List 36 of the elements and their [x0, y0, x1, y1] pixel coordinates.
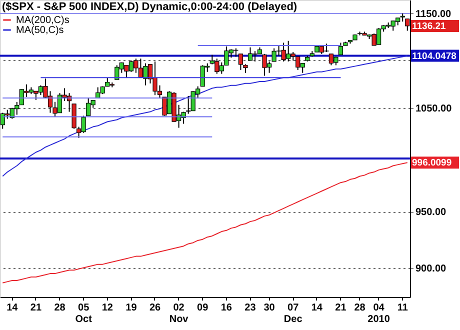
ref-line-label: 1104.0478 — [412, 50, 456, 62]
x-tick-label: 30 — [264, 302, 276, 314]
candlestick — [338, 42, 344, 56]
y-tick-label: 1050.00 — [416, 103, 452, 114]
y-tick-label: 900.00 — [416, 263, 447, 274]
line-series — [2, 55, 408, 177]
x-tick-label: 02 — [173, 302, 185, 314]
data-label: 996.0099 — [412, 158, 452, 169]
line-series — [2, 162, 408, 284]
legend-label: MA(200,C)s — [16, 15, 70, 26]
x-tick-label: 07 — [288, 302, 300, 314]
x-tick-label: 19 — [126, 302, 138, 314]
x-tick-label: 21 — [30, 302, 42, 314]
x-tick-label: 11 — [397, 302, 408, 314]
x-tick-label: 05 — [78, 302, 90, 314]
x-tick-label: 23 — [244, 302, 256, 314]
candlestick — [238, 53, 244, 70]
text: 1136.21 — [412, 20, 446, 32]
x-tick-label: 21 — [335, 302, 347, 314]
y-tick-label: 950.00 — [416, 207, 447, 218]
text: Dec — [284, 314, 303, 325]
legend-label: MA(50,C)s — [16, 25, 64, 36]
x-tick-label: 26 — [149, 302, 161, 314]
text: Nov — [169, 314, 189, 325]
x-tick-label: 16 — [220, 302, 232, 314]
text: Oct — [75, 314, 93, 325]
x-tick-label: 28 — [54, 302, 66, 314]
x-tick-label: 14 — [6, 302, 18, 314]
x-tick-label: 09 — [197, 302, 209, 314]
text: 2010 — [368, 314, 390, 325]
x-tick-label: 12 — [102, 302, 114, 314]
y-tick-label: 1150.00 — [416, 8, 452, 20]
chart-title: ($SPX - S&P 500 INDEX,D) Dynamic,0:00-24:00 (Delayed) — [2, 1, 298, 13]
x-tick-label: 14 — [311, 302, 323, 314]
x-tick-label: 04 — [373, 302, 385, 314]
x-tick-label: 28 — [354, 302, 366, 314]
